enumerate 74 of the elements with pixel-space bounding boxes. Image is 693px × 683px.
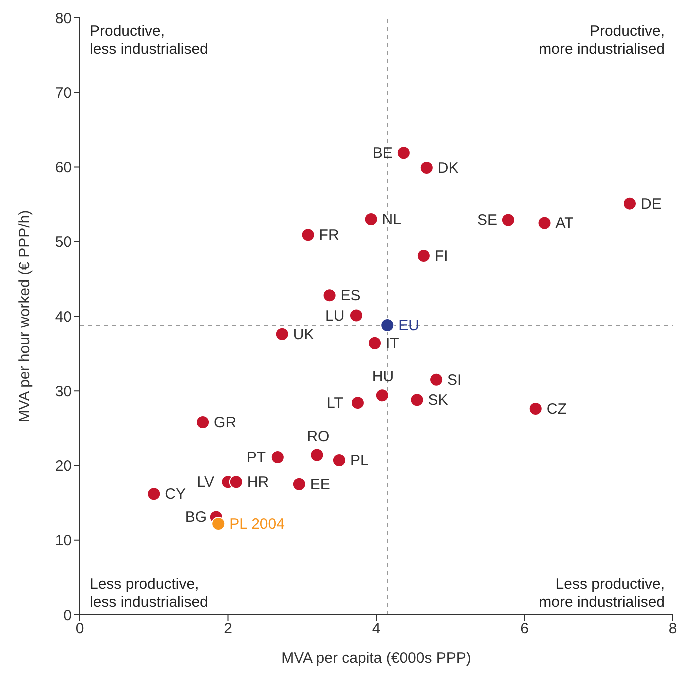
series-label: HU xyxy=(372,368,394,386)
series-label: FR xyxy=(319,227,340,244)
x-tick-label: 6 xyxy=(520,620,529,638)
series-label: SK xyxy=(428,392,448,410)
point xyxy=(292,477,306,492)
y-tick-label: 60 xyxy=(55,160,72,177)
series-label: CY xyxy=(165,486,186,504)
point xyxy=(528,402,543,416)
annotation: Less productive, less industrialised xyxy=(90,576,208,611)
series-label: SI xyxy=(448,372,462,389)
series-label: BG xyxy=(185,509,208,526)
point xyxy=(212,516,226,531)
point xyxy=(349,308,364,323)
point xyxy=(623,196,638,211)
point xyxy=(270,450,285,465)
series-label: CZ xyxy=(546,401,567,418)
series-label: LV xyxy=(197,474,214,492)
y-tick-label: 70 xyxy=(55,84,72,102)
series-label: PT xyxy=(246,450,266,467)
y-tick-label: 50 xyxy=(55,234,72,252)
point xyxy=(416,249,431,264)
annotation: Productive, less industrialised xyxy=(90,23,208,58)
series-label: GR xyxy=(214,414,237,432)
series-label: LU xyxy=(325,308,345,325)
annotation: Less productive, more industrialised xyxy=(539,576,665,611)
series-label: BE xyxy=(372,145,393,162)
x-tick-label: 4 xyxy=(372,620,381,638)
point xyxy=(364,212,378,226)
point xyxy=(147,487,162,502)
y-tick-label: 30 xyxy=(55,383,72,400)
annotation: Productive, more industrialised xyxy=(539,23,665,58)
series-label: FI xyxy=(434,248,448,266)
x-tick-label: 0 xyxy=(76,620,84,638)
x-tick-label: 2 xyxy=(224,620,232,638)
series-label: EE xyxy=(310,476,330,494)
y-tick-label: 40 xyxy=(55,308,72,326)
point xyxy=(310,448,324,462)
series-label: SE xyxy=(477,212,498,230)
point xyxy=(368,336,382,350)
series-label: DE xyxy=(641,196,662,213)
series-label: HR xyxy=(247,474,270,492)
x-axis-title: MVA per capita (€000s PPP) xyxy=(282,650,472,667)
point xyxy=(538,216,552,230)
point xyxy=(380,318,395,332)
y-tick-label: 10 xyxy=(55,532,72,550)
point xyxy=(229,475,244,490)
x-tick-label: 8 xyxy=(668,620,678,638)
point xyxy=(196,415,210,430)
series-label: EU xyxy=(398,317,420,334)
series-label: UK xyxy=(293,326,314,344)
point xyxy=(501,213,516,228)
series-label: PL xyxy=(350,452,369,470)
y-axis-title: MVA per hour worked (€ PPP/h) xyxy=(16,210,34,423)
point xyxy=(275,327,290,342)
series-label: LT xyxy=(326,395,344,412)
series-label: PL 2004 xyxy=(230,516,285,533)
y-tick-label: 80 xyxy=(55,10,72,28)
point xyxy=(301,228,316,242)
y-tick-label: 0 xyxy=(64,607,72,624)
point xyxy=(396,146,411,160)
series-label: IT xyxy=(386,335,400,352)
series-label: DK xyxy=(438,160,459,177)
series-label: ES xyxy=(340,288,361,305)
point xyxy=(322,288,337,303)
point xyxy=(420,160,434,175)
series-label: NL xyxy=(382,211,402,228)
point xyxy=(375,388,390,403)
point xyxy=(350,396,365,410)
point xyxy=(430,372,444,387)
series-label: RO xyxy=(307,428,330,446)
point xyxy=(332,454,346,468)
series-label: AT xyxy=(556,215,574,232)
y-tick-label: 20 xyxy=(55,458,72,476)
point xyxy=(410,393,424,408)
